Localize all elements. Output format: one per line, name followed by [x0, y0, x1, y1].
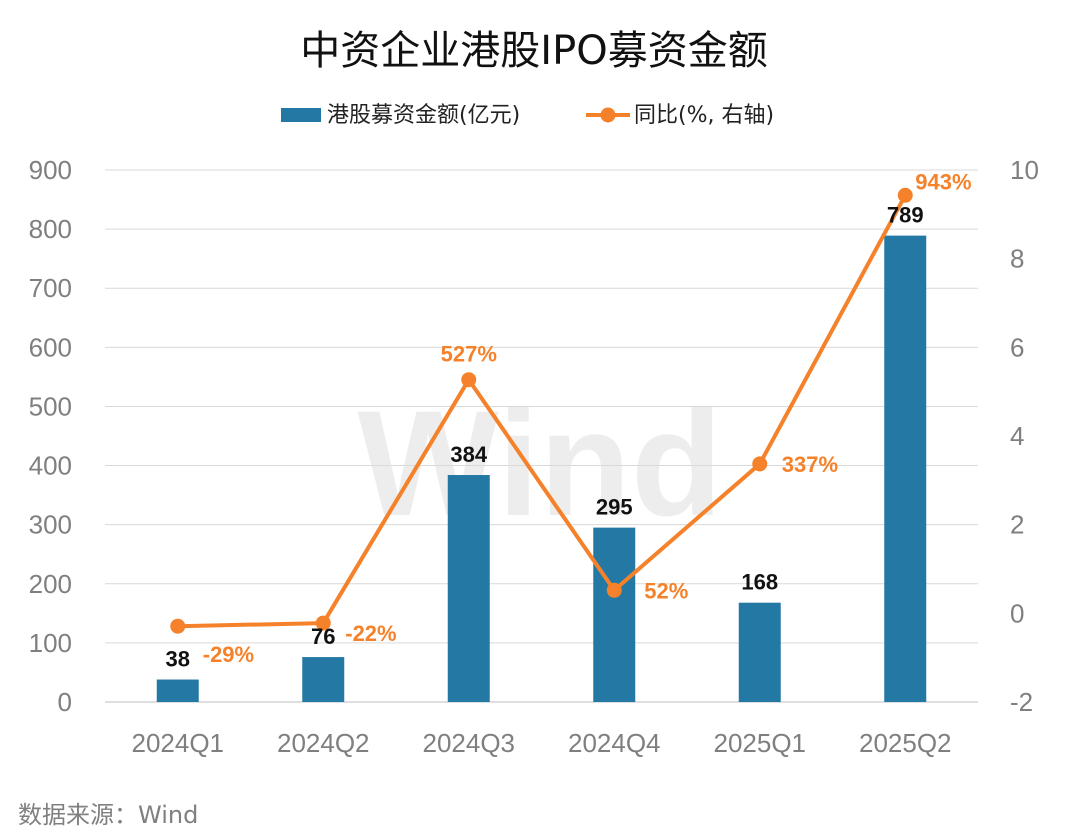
bar [156, 679, 199, 702]
yoy-value-label: 52% [644, 578, 688, 603]
y-right-tick-label: 8 [1010, 244, 1024, 274]
x-tick-label: 2024Q4 [568, 728, 661, 758]
y-left-tick-label: 300 [29, 510, 72, 540]
yoy-value-label: 337% [782, 452, 838, 477]
yoy-line [177, 194, 908, 629]
y-left-tick-label: 400 [29, 451, 72, 481]
bar-value-label: 384 [450, 442, 487, 467]
x-tick-label: 2024Q3 [422, 728, 515, 758]
legend-bar-swatch [281, 108, 321, 122]
y-right-tick-label: 4 [1010, 421, 1024, 451]
yoy-value-label: -22% [345, 621, 396, 646]
grid-lines [105, 169, 978, 703]
source-note: 数据来源：Wind [18, 801, 198, 829]
bar-series [156, 235, 927, 702]
y-left-tick-label: 800 [29, 214, 72, 244]
data-labels: 38 76 384 295 168 789 -29% -22% 527% 52% 337% 943% [166, 169, 972, 671]
y-right-tick-label: -2 [1010, 687, 1033, 717]
bar-value-label: 295 [596, 495, 633, 520]
yoy-point [461, 372, 477, 388]
bar-value-label: 38 [166, 647, 190, 672]
yoy-point [752, 456, 768, 472]
y-right-tick-label: 6 [1010, 332, 1024, 362]
bar [593, 527, 636, 702]
bar-value-label: 168 [741, 570, 778, 595]
legend: 港股募资金额(亿元) 同比(%, 右轴) [281, 103, 774, 128]
y-right-tick-label: 10 [1010, 155, 1039, 185]
line-series [170, 187, 913, 634]
chart-title: 中资企业港股IPO募资金额 [300, 28, 767, 74]
yoy-value-label: -29% [203, 642, 254, 667]
x-tick-label: 2024Q2 [277, 728, 370, 758]
yoy-point [170, 618, 186, 634]
x-tick-label: 2025Q1 [713, 728, 806, 758]
y-left-tick-label: 900 [29, 155, 72, 185]
watermark: Wind [357, 379, 722, 547]
y-left-tick-label: 700 [29, 273, 72, 303]
legend-line-label: 同比(%, 右轴) [634, 103, 774, 128]
legend-line-marker [600, 107, 616, 123]
yoy-point [315, 615, 331, 631]
bar-value-label: 789 [887, 203, 924, 228]
axes: 0 100 200 300 400 500 600 700 800 900 -2 0 2 4 6 8 10 202… [29, 155, 1039, 758]
bar [447, 475, 490, 702]
legend-bar-label: 港股募资金额(亿元) [327, 103, 520, 128]
x-tick-label: 2024Q1 [131, 728, 224, 758]
yoy-point [606, 582, 622, 598]
y-left-tick-label: 600 [29, 332, 72, 362]
y-left-tick-label: 200 [29, 569, 72, 599]
bar-value-label: 76 [311, 624, 335, 649]
y-left-tick-label: 500 [29, 391, 72, 421]
y-right-tick-label: 2 [1010, 510, 1024, 540]
bar [884, 235, 927, 702]
y-right-tick-label: 0 [1010, 598, 1024, 628]
yoy-value-label: 943% [915, 169, 971, 194]
bar [302, 657, 345, 702]
y-left-tick-label: 0 [58, 687, 72, 717]
y-left-tick-label: 100 [29, 628, 72, 658]
yoy-point [897, 187, 913, 203]
bar [738, 602, 781, 702]
x-tick-label: 2025Q2 [859, 728, 952, 758]
yoy-value-label: 527% [441, 342, 497, 367]
